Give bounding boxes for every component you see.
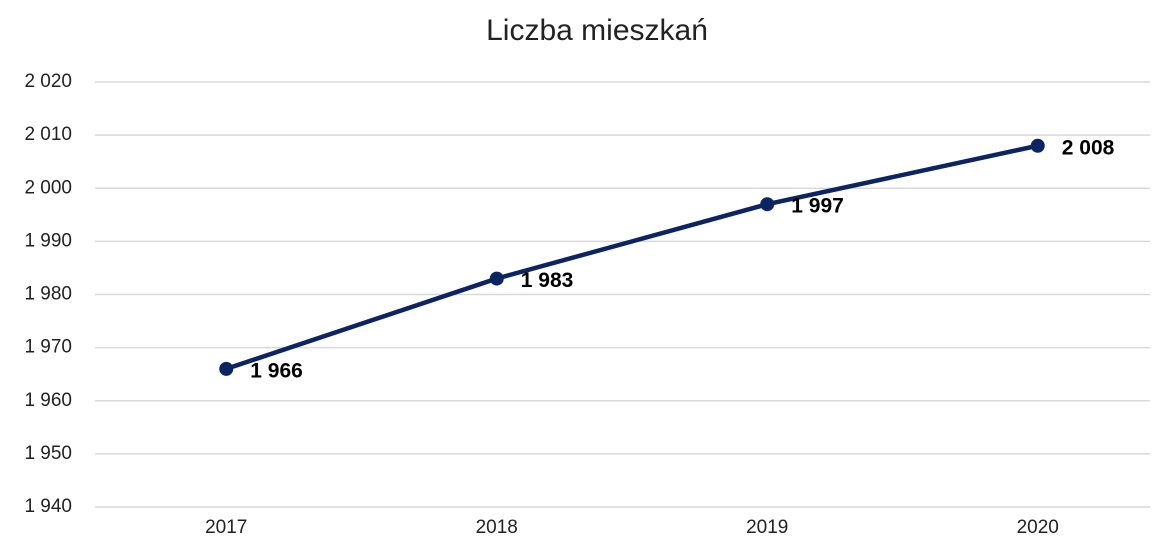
- y-tick-label: 2 000: [24, 177, 72, 198]
- data-label: 1 966: [250, 359, 303, 382]
- x-tick-label: 2020: [1017, 517, 1059, 538]
- y-tick-label: 1 980: [24, 284, 72, 305]
- data-point: [1030, 138, 1045, 153]
- y-tick-label: 2 020: [24, 71, 72, 92]
- data-label: 1 983: [521, 269, 574, 292]
- chart-title: Liczba mieszkań: [486, 14, 708, 47]
- y-tick-label: 1 990: [24, 230, 72, 251]
- x-tick-label: 2018: [476, 517, 518, 538]
- series-line: [225, 143, 1039, 372]
- x-tick-label: 2019: [746, 517, 788, 538]
- data-point: [489, 271, 504, 286]
- y-tick-label: 1 960: [24, 390, 72, 411]
- data-label: 1 997: [791, 195, 844, 218]
- y-tick-label: 1 970: [24, 337, 72, 358]
- y-tick-label: 2 010: [24, 124, 72, 145]
- data-point: [760, 197, 775, 212]
- data-label: 2 008: [1062, 136, 1115, 159]
- x-tick-label: 2017: [205, 517, 247, 538]
- data-point: [219, 361, 234, 376]
- y-tick-label: 1 950: [24, 443, 72, 464]
- y-tick-label: 1 940: [24, 496, 72, 517]
